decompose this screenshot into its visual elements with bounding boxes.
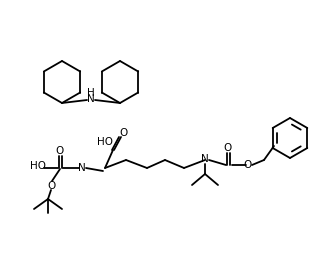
Text: H: H xyxy=(87,88,95,98)
Text: N: N xyxy=(87,94,95,104)
Text: O: O xyxy=(244,160,252,170)
Text: O: O xyxy=(47,181,55,191)
Text: O: O xyxy=(119,128,127,138)
Text: N: N xyxy=(78,163,86,173)
Text: O: O xyxy=(224,143,232,153)
Text: HO: HO xyxy=(30,161,46,171)
Text: O: O xyxy=(56,146,64,156)
Text: N: N xyxy=(201,154,209,164)
Text: HO: HO xyxy=(97,137,113,147)
